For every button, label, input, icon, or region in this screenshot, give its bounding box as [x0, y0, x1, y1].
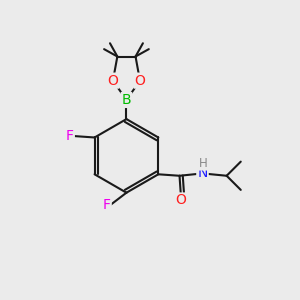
- Text: F: F: [103, 198, 111, 212]
- Text: N: N: [197, 167, 208, 180]
- Text: O: O: [176, 194, 186, 208]
- Text: H: H: [199, 157, 208, 169]
- Text: B: B: [122, 93, 131, 107]
- Text: O: O: [107, 74, 118, 88]
- Text: F: F: [66, 129, 74, 143]
- Text: O: O: [134, 74, 146, 88]
